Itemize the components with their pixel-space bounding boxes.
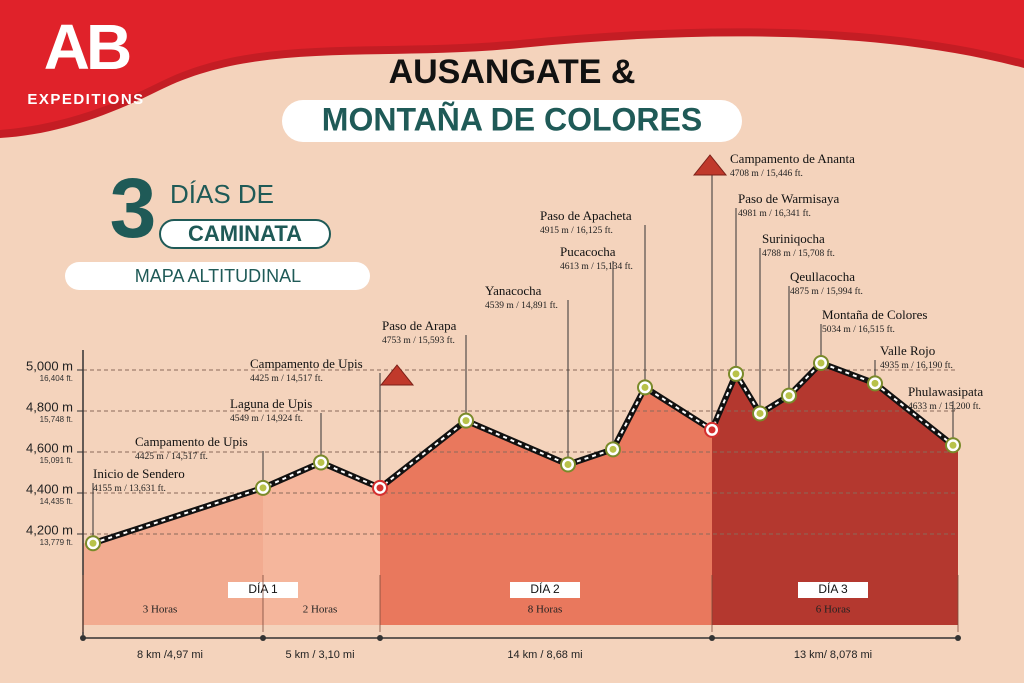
waypoint-dot [259,484,267,492]
waypoint-altitude: 4915 m / 16,125 ft. [540,225,613,236]
badge-line2: CAMINATA [188,221,302,246]
waypoint-name: Pucacocha [560,244,616,259]
waypoint-dot [317,458,325,466]
waypoint-altitude: 4549 m / 14,924 ft. [230,413,303,424]
y-tick-label: 4,800 m [26,399,73,414]
waypoint-name: Campamento de Ananta [730,151,855,166]
waypoint-dot [708,426,716,434]
y-tick-label: 4,400 m [26,481,73,496]
waypoint-altitude: 4613 m / 15,134 ft. [560,261,633,272]
y-tick-feet: 15,091 ft. [40,456,73,465]
waypoint-name: Paso de Warmisaya [738,191,839,206]
distance-mark [80,635,86,641]
waypoint-name: Laguna de Upis [230,396,312,411]
tent [379,364,415,386]
waypoint-altitude: 4788 m / 15,708 ft. [762,248,835,259]
distance-mark [955,635,961,641]
waypoint-dot [817,359,825,367]
waypoint-altitude: 4981 m / 16,341 ft. [738,208,811,219]
logo-text: EXPEDITIONS [27,91,144,108]
waypoint-altitude: 4539 m / 14,891 ft. [485,300,558,311]
y-tick-label: 4,600 m [26,440,73,455]
waypoint-dot [785,392,793,400]
waypoint-dot [756,409,764,417]
y-tick-feet: 16,404 ft. [40,374,73,383]
distance-mark [260,635,266,641]
waypoint-altitude: 4425 m / 14,517 ft. [250,373,323,384]
waypoint-altitude: 4155 m / 13,631 ft. [93,483,166,494]
y-tick-feet: 15,748 ft. [40,415,73,424]
badge-pill [159,219,331,249]
title-line1: AUSANGATE & [389,53,636,91]
waypoint-name: Qeullacocha [790,269,855,284]
waypoint-dot [871,379,879,387]
waypoint-dot [462,417,470,425]
subtitle-pill [65,262,370,290]
day-label: DÍA 2 [530,581,560,596]
badge-line1: DÍAS DE [170,179,274,209]
subtitle: MAPA ALTITUDINAL [135,266,301,286]
waypoint-name: Suriniqocha [762,231,825,246]
title-line2: MONTAÑA DE COLORES [322,101,702,137]
waypoint-dot [641,383,649,391]
y-tick-feet: 14,435 ft. [40,497,73,506]
duration: 2 Horas [303,604,338,616]
waypoint-altitude: 4633 m / 15,200 ft. [908,401,981,412]
day-box [798,582,868,598]
waypoint-name: Montaña de Colores [822,307,927,322]
waypoint-altitude: 4425 m / 14,517 ft. [135,451,208,462]
waypoint-altitude: 4875 m / 15,994 ft. [790,286,863,297]
banner [0,0,1024,130]
title-pill [282,100,742,142]
y-tick-label: 5,000 m [26,358,73,373]
tent [692,154,728,176]
day-label: DÍA 3 [818,581,848,596]
waypoint-name: Campamento de Upis [250,356,363,371]
waypoint-name: Yanacocha [485,283,542,298]
waypoint-dot [949,441,957,449]
waypoint-dot [376,484,384,492]
waypoint-altitude: 4935 m / 16,190 ft. [880,360,953,371]
distance-mark [377,635,383,641]
waypoint-altitude: 5034 m / 16,515 ft. [822,324,895,335]
waypoint-name: Paso de Apacheta [540,208,632,223]
waypoint-dot [564,461,572,469]
waypoint-altitude: 4753 m / 15,593 ft. [382,335,455,346]
y-tick-feet: 13,779 ft. [40,538,73,547]
waypoint-dot [732,370,740,378]
day-box [510,582,580,598]
badge-number: 3 [110,161,157,255]
waypoint-name: Inicio de Sendero [93,466,185,481]
duration: 6 Horas [816,604,851,616]
y-tick-label: 4,200 m [26,522,73,537]
duration: 3 Horas [143,604,178,616]
duration: 8 Horas [528,604,563,616]
waypoint-name: Paso de Arapa [382,318,457,333]
distance-mark [709,635,715,641]
waypoint-altitude: 4708 m / 15,446 ft. [730,168,803,179]
logo-mark: AB [44,11,130,83]
waypoint-name: Phulawasipata [908,384,983,399]
distance: 5 km / 3,10 mi [285,649,354,661]
waypoint-dot [609,445,617,453]
distance: 14 km / 8,68 mi [507,649,582,661]
distance: 8 km /4,97 mi [137,649,203,661]
waypoint-name: Valle Rojo [880,343,935,358]
waypoint-dot [89,539,97,547]
distance: 13 km/ 8,078 mi [794,649,872,661]
waypoint-name: Campamento de Upis [135,434,248,449]
